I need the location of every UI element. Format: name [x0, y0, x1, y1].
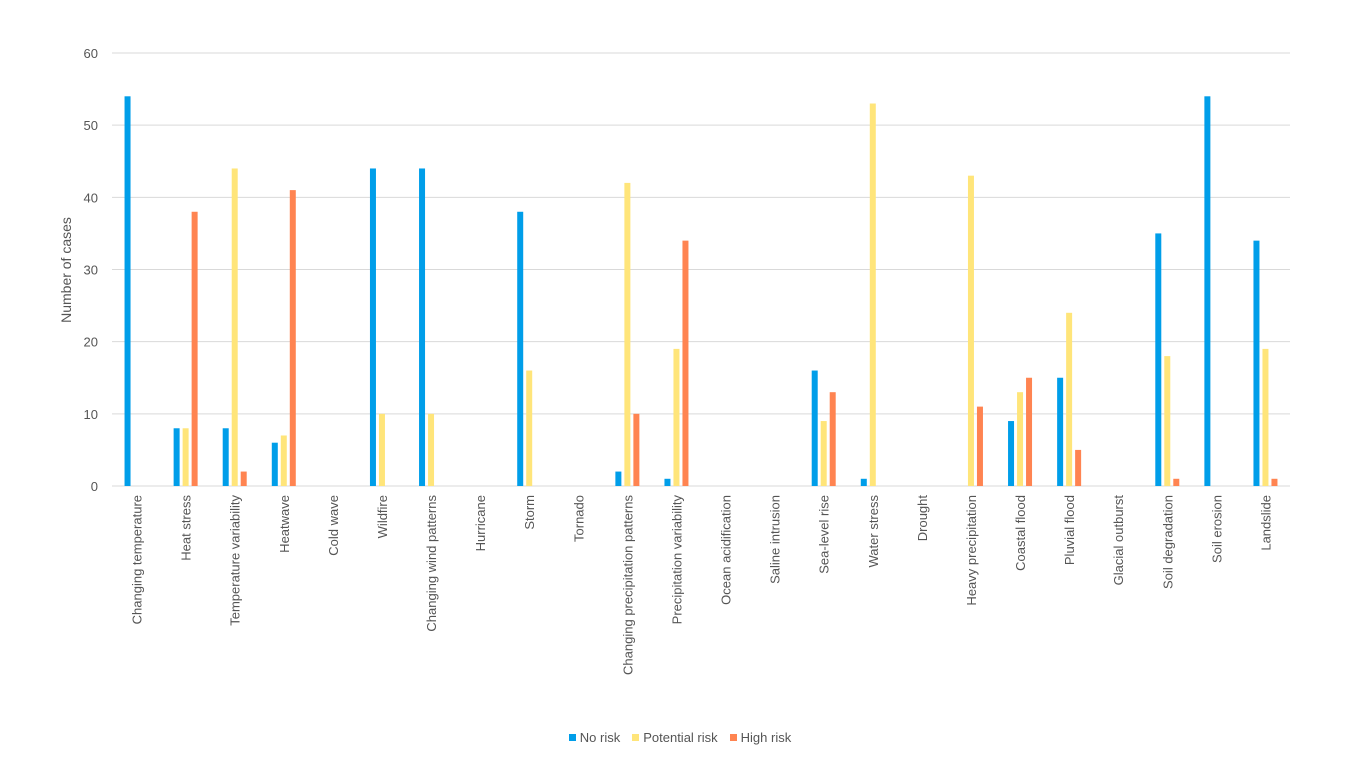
- y-tick-label: 20: [84, 335, 98, 350]
- bar-no-risk: [1204, 96, 1211, 487]
- y-axis-label: Number of cases: [58, 217, 74, 323]
- bar-no-risk: [664, 478, 671, 486]
- bar-high-risk: [240, 471, 247, 486]
- x-tick-label: Storm: [522, 495, 537, 530]
- bar-high-risk: [829, 392, 836, 486]
- x-tick-label: Heatwave: [277, 495, 292, 553]
- x-tick-label: Glacial outburst: [1111, 495, 1126, 586]
- bar-potential-risk: [526, 370, 533, 486]
- legend-swatch: [632, 734, 640, 741]
- bar-potential-risk: [624, 182, 631, 486]
- bar-no-risk: [615, 471, 622, 486]
- bar-high-risk: [1173, 478, 1180, 486]
- x-tick-label: Heavy precipitation: [964, 495, 979, 606]
- x-tick-label: Heat stress: [179, 495, 194, 561]
- bar-no-risk: [369, 168, 376, 486]
- bar-high-risk: [682, 240, 689, 486]
- bar-potential-risk: [820, 421, 827, 486]
- bar-potential-risk: [869, 103, 876, 487]
- bar-no-risk: [1057, 377, 1064, 486]
- x-tick-label: Soil degradation: [1160, 495, 1175, 589]
- legend-item: Potential risk: [632, 730, 718, 745]
- legend-item: No risk: [568, 730, 621, 745]
- x-tick-label: Changing wind patterns: [424, 495, 439, 632]
- x-tick-label: Pluvial flood: [1062, 495, 1077, 565]
- x-tick-label: Saline intrusion: [768, 495, 783, 584]
- legend-label: No risk: [579, 730, 621, 745]
- bar-no-risk: [517, 211, 524, 486]
- x-tick-label: Landslide: [1258, 495, 1273, 551]
- bar-potential-risk: [1066, 312, 1073, 486]
- x-tick-label: Tornado: [571, 495, 586, 542]
- x-tick-label: Changing temperature: [130, 495, 145, 624]
- bar-no-risk: [811, 370, 818, 486]
- bar-potential-risk: [428, 413, 435, 486]
- legend-label: Potential risk: [643, 730, 718, 745]
- bar-potential-risk: [1164, 356, 1171, 486]
- x-tick-label: Changing precipitation patterns: [620, 495, 635, 675]
- bar-potential-risk: [182, 428, 189, 486]
- y-tick-label: 50: [84, 118, 98, 133]
- legend-label: High risk: [740, 730, 792, 745]
- x-tick-label: Ocean acidification: [719, 495, 734, 605]
- bar-no-risk: [173, 428, 180, 486]
- bar-potential-risk: [280, 435, 287, 486]
- y-tick-label: 60: [84, 46, 98, 61]
- x-tick-label: Water stress: [866, 495, 881, 568]
- bar-no-risk: [271, 442, 278, 486]
- bar-potential-risk: [231, 168, 238, 486]
- legend-swatch: [568, 734, 576, 741]
- bar-potential-risk: [673, 348, 680, 486]
- x-tick-label: Hurricane: [473, 495, 488, 551]
- bar-no-risk: [1155, 233, 1162, 486]
- x-tick-label: Soil erosion: [1209, 495, 1224, 563]
- bar-no-risk: [419, 168, 426, 486]
- y-tick-label: 0: [91, 479, 98, 494]
- legend-item: High risk: [729, 730, 792, 745]
- x-tick-label: Coastal flood: [1013, 495, 1028, 571]
- legend: No risk Potential risk High risk: [0, 730, 1360, 745]
- x-tick-label: Wildfire: [375, 495, 390, 538]
- bar-high-risk: [289, 190, 296, 486]
- bar-potential-risk: [1262, 348, 1269, 486]
- bar-no-risk: [222, 428, 229, 486]
- bar-no-risk: [1253, 240, 1260, 486]
- bar-no-risk: [1008, 421, 1015, 486]
- legend-swatch: [729, 734, 737, 741]
- x-tick-label: Temperature variability: [228, 495, 243, 626]
- x-tick-label: Cold wave: [326, 495, 341, 556]
- bar-high-risk: [633, 413, 640, 486]
- y-tick-label: 10: [84, 407, 98, 422]
- x-tick-label: Drought: [915, 495, 930, 542]
- bar-high-risk: [1271, 478, 1278, 486]
- bar-potential-risk: [378, 413, 385, 486]
- bar-no-risk: [860, 478, 867, 486]
- bar-potential-risk: [967, 175, 974, 486]
- bar-high-risk: [191, 211, 198, 486]
- bar-no-risk: [124, 96, 131, 487]
- bar-high-risk: [1075, 449, 1082, 486]
- bar-potential-risk: [1017, 392, 1024, 486]
- y-tick-label: 30: [84, 263, 98, 278]
- x-tick-label: Sea-level rise: [817, 495, 832, 574]
- y-tick-label: 40: [84, 190, 98, 205]
- bar-high-risk: [1026, 377, 1033, 486]
- bar-high-risk: [976, 406, 983, 486]
- x-tick-label: Precipitation variability: [669, 495, 684, 625]
